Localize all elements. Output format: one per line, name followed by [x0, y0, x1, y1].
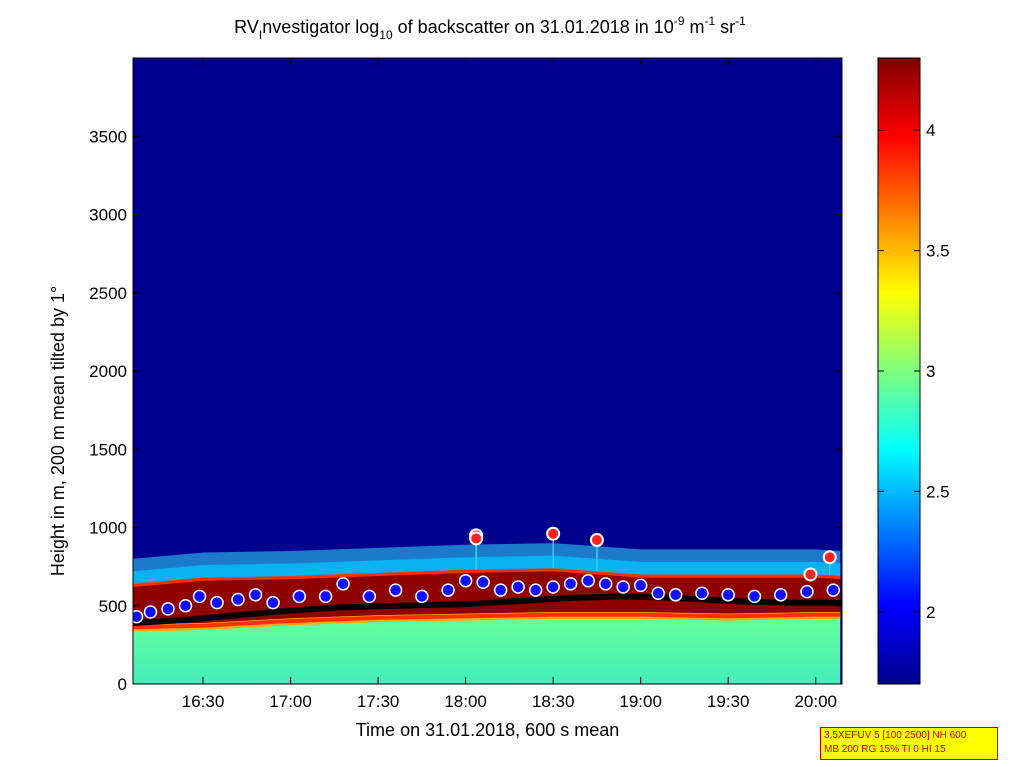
- cloud-base-marker: [616, 580, 630, 594]
- cloud-base-marker: [441, 583, 455, 597]
- cloud-base-marker: [721, 588, 735, 602]
- x-tick-label: 16:30: [182, 692, 225, 711]
- parameter-box: 3.5XEFUV 5 [100 2500] NH 600 MB 200 RG 1…: [820, 727, 998, 760]
- colorbar: 2 2.5 3 3.5 4: [877, 57, 950, 685]
- colorbar-tick-label: 3: [926, 362, 935, 381]
- colorbar-tick-label: 4: [926, 121, 935, 140]
- y-tick-label: 1500: [89, 440, 127, 459]
- y-tick-label: 500: [99, 597, 127, 616]
- cloud-base-marker: [651, 586, 665, 600]
- cloud-base-marker: [668, 588, 683, 602]
- cloud-base-marker: [192, 589, 207, 604]
- y-tick-label: 0: [118, 675, 127, 694]
- cloud-base-marker: [528, 583, 543, 597]
- cloud-base-marker: [248, 588, 263, 602]
- cloud-base-marker: [493, 583, 508, 597]
- cloud-base-marker: [747, 589, 762, 604]
- cloud-base-marker: [266, 595, 280, 610]
- y-tick-label: 2500: [89, 284, 127, 303]
- y-axis-ticks: 0 500 1000 1500 2000 2500 3000 3500: [89, 127, 842, 694]
- y-tick-label: 2000: [89, 362, 127, 381]
- x-tick-label: 19:30: [707, 692, 750, 711]
- param-line-2: MB 200 RG 15% TI 0 HI 15: [824, 744, 946, 755]
- boundary-layer-height-line: [133, 593, 842, 626]
- cloud-base-marker: [581, 573, 595, 588]
- cloud-base-marker: [773, 588, 788, 602]
- cloud-base-marker: [826, 583, 840, 597]
- isolated-cloud-marker: [803, 567, 818, 582]
- y-tick-label: 3000: [89, 206, 127, 225]
- x-tick-label: 19:00: [619, 692, 662, 711]
- y-tick-label: 1000: [89, 519, 127, 538]
- cloud-base-marker: [476, 575, 490, 590]
- isolated-cloud-marker: [822, 550, 837, 565]
- x-axis-ticks: 16:30 17:00 17:30 18:00 18:30 19:00 19:30 20:00: [182, 58, 837, 711]
- cloud-base-marker: [511, 580, 525, 594]
- cloud-base-marker: [633, 578, 648, 593]
- colorbar-tick-label: 3.5: [926, 242, 950, 261]
- chart-title: RVInvestigator log10 of backscatter on 3…: [234, 14, 746, 42]
- colorbar-tick-label: 2: [926, 603, 935, 622]
- cloud-base-marker: [292, 589, 307, 604]
- isolated-cloud-marker: [589, 533, 604, 548]
- x-tick-label: 17:00: [269, 692, 312, 711]
- isolated-cloud-marker: [469, 531, 484, 546]
- cloud-base-marker: [161, 602, 175, 616]
- cloud-base-marker: [231, 592, 245, 607]
- layer-upper-edge-red: [133, 568, 841, 594]
- x-tick-label: 20:00: [794, 692, 837, 711]
- cloud-base-marker: [336, 577, 350, 591]
- x-tick-label: 18:00: [444, 692, 487, 711]
- y-axis-label: Height in m, 200 m mean tilted by 1°: [48, 286, 68, 576]
- layer-lower-edge-red: [133, 612, 841, 630]
- cloud-base-marker: [458, 573, 473, 588]
- cloud-base-marker: [800, 584, 814, 599]
- param-line-1: 3.5XEFUV 5 [100 2500] NH 600: [824, 730, 967, 741]
- colorbar-gradient: [877, 57, 921, 685]
- x-tick-label: 18:30: [532, 692, 575, 711]
- isolated-cloud-marker: [546, 526, 561, 541]
- x-axis-label: Time on 31.01.2018, 600 s mean: [356, 720, 620, 740]
- cloud-base-marker: [318, 589, 333, 604]
- cloud-base-marker: [210, 595, 224, 610]
- cloud-base-marker: [178, 599, 193, 613]
- cloud-base-marker: [415, 589, 429, 604]
- cloud-base-marker: [695, 586, 709, 600]
- near-ground-region: [133, 615, 841, 684]
- y-tick-label: 3500: [89, 127, 127, 146]
- cloud-base-marker: [362, 589, 377, 604]
- cloud-base-marker: [598, 577, 613, 591]
- colorbar-tick-label: 2.5: [926, 482, 950, 501]
- plot-area: [132, 57, 843, 685]
- cloud-base-marker: [133, 609, 144, 624]
- cloud-base-marker: [563, 577, 578, 591]
- cloud-base-marker: [143, 605, 158, 619]
- cloud-base-marker: [546, 580, 560, 594]
- cloud-base-marker: [388, 583, 403, 597]
- x-tick-label: 17:30: [357, 692, 400, 711]
